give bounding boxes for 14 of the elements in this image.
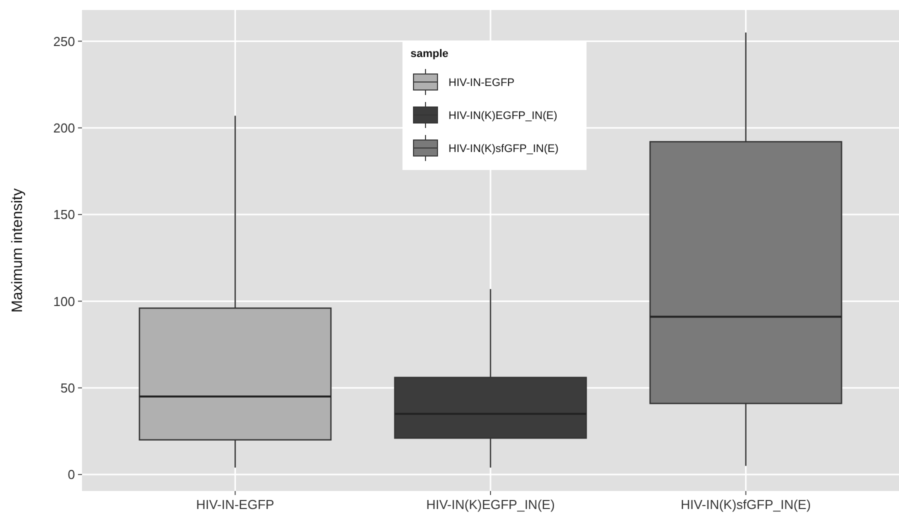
y-tick-label: 0 [68, 467, 75, 482]
x-tick-label: HIV-IN(K)sfGFP_IN(E) [680, 497, 811, 512]
y-tick-label: 100 [53, 294, 75, 309]
y-tick-label: 150 [53, 207, 75, 222]
x-tick-label: HIV-IN-EGFP [196, 497, 274, 512]
legend-label: HIV-IN(K)sfGFP_IN(E) [448, 142, 559, 155]
legend-title: sample [410, 48, 448, 60]
legend-label: HIV-IN(K)EGFP_IN(E) [448, 110, 558, 122]
y-tick-label: 50 [60, 380, 75, 396]
legend-label: HIV-IN-EGFP [448, 76, 515, 89]
x-tick-label: HIV-IN(K)EGFP_IN(E) [426, 497, 555, 512]
y-axis-title: Maximum intensity [9, 188, 26, 313]
y-tick-label: 200 [53, 120, 75, 136]
y-tick-label: 250 [53, 34, 75, 49]
